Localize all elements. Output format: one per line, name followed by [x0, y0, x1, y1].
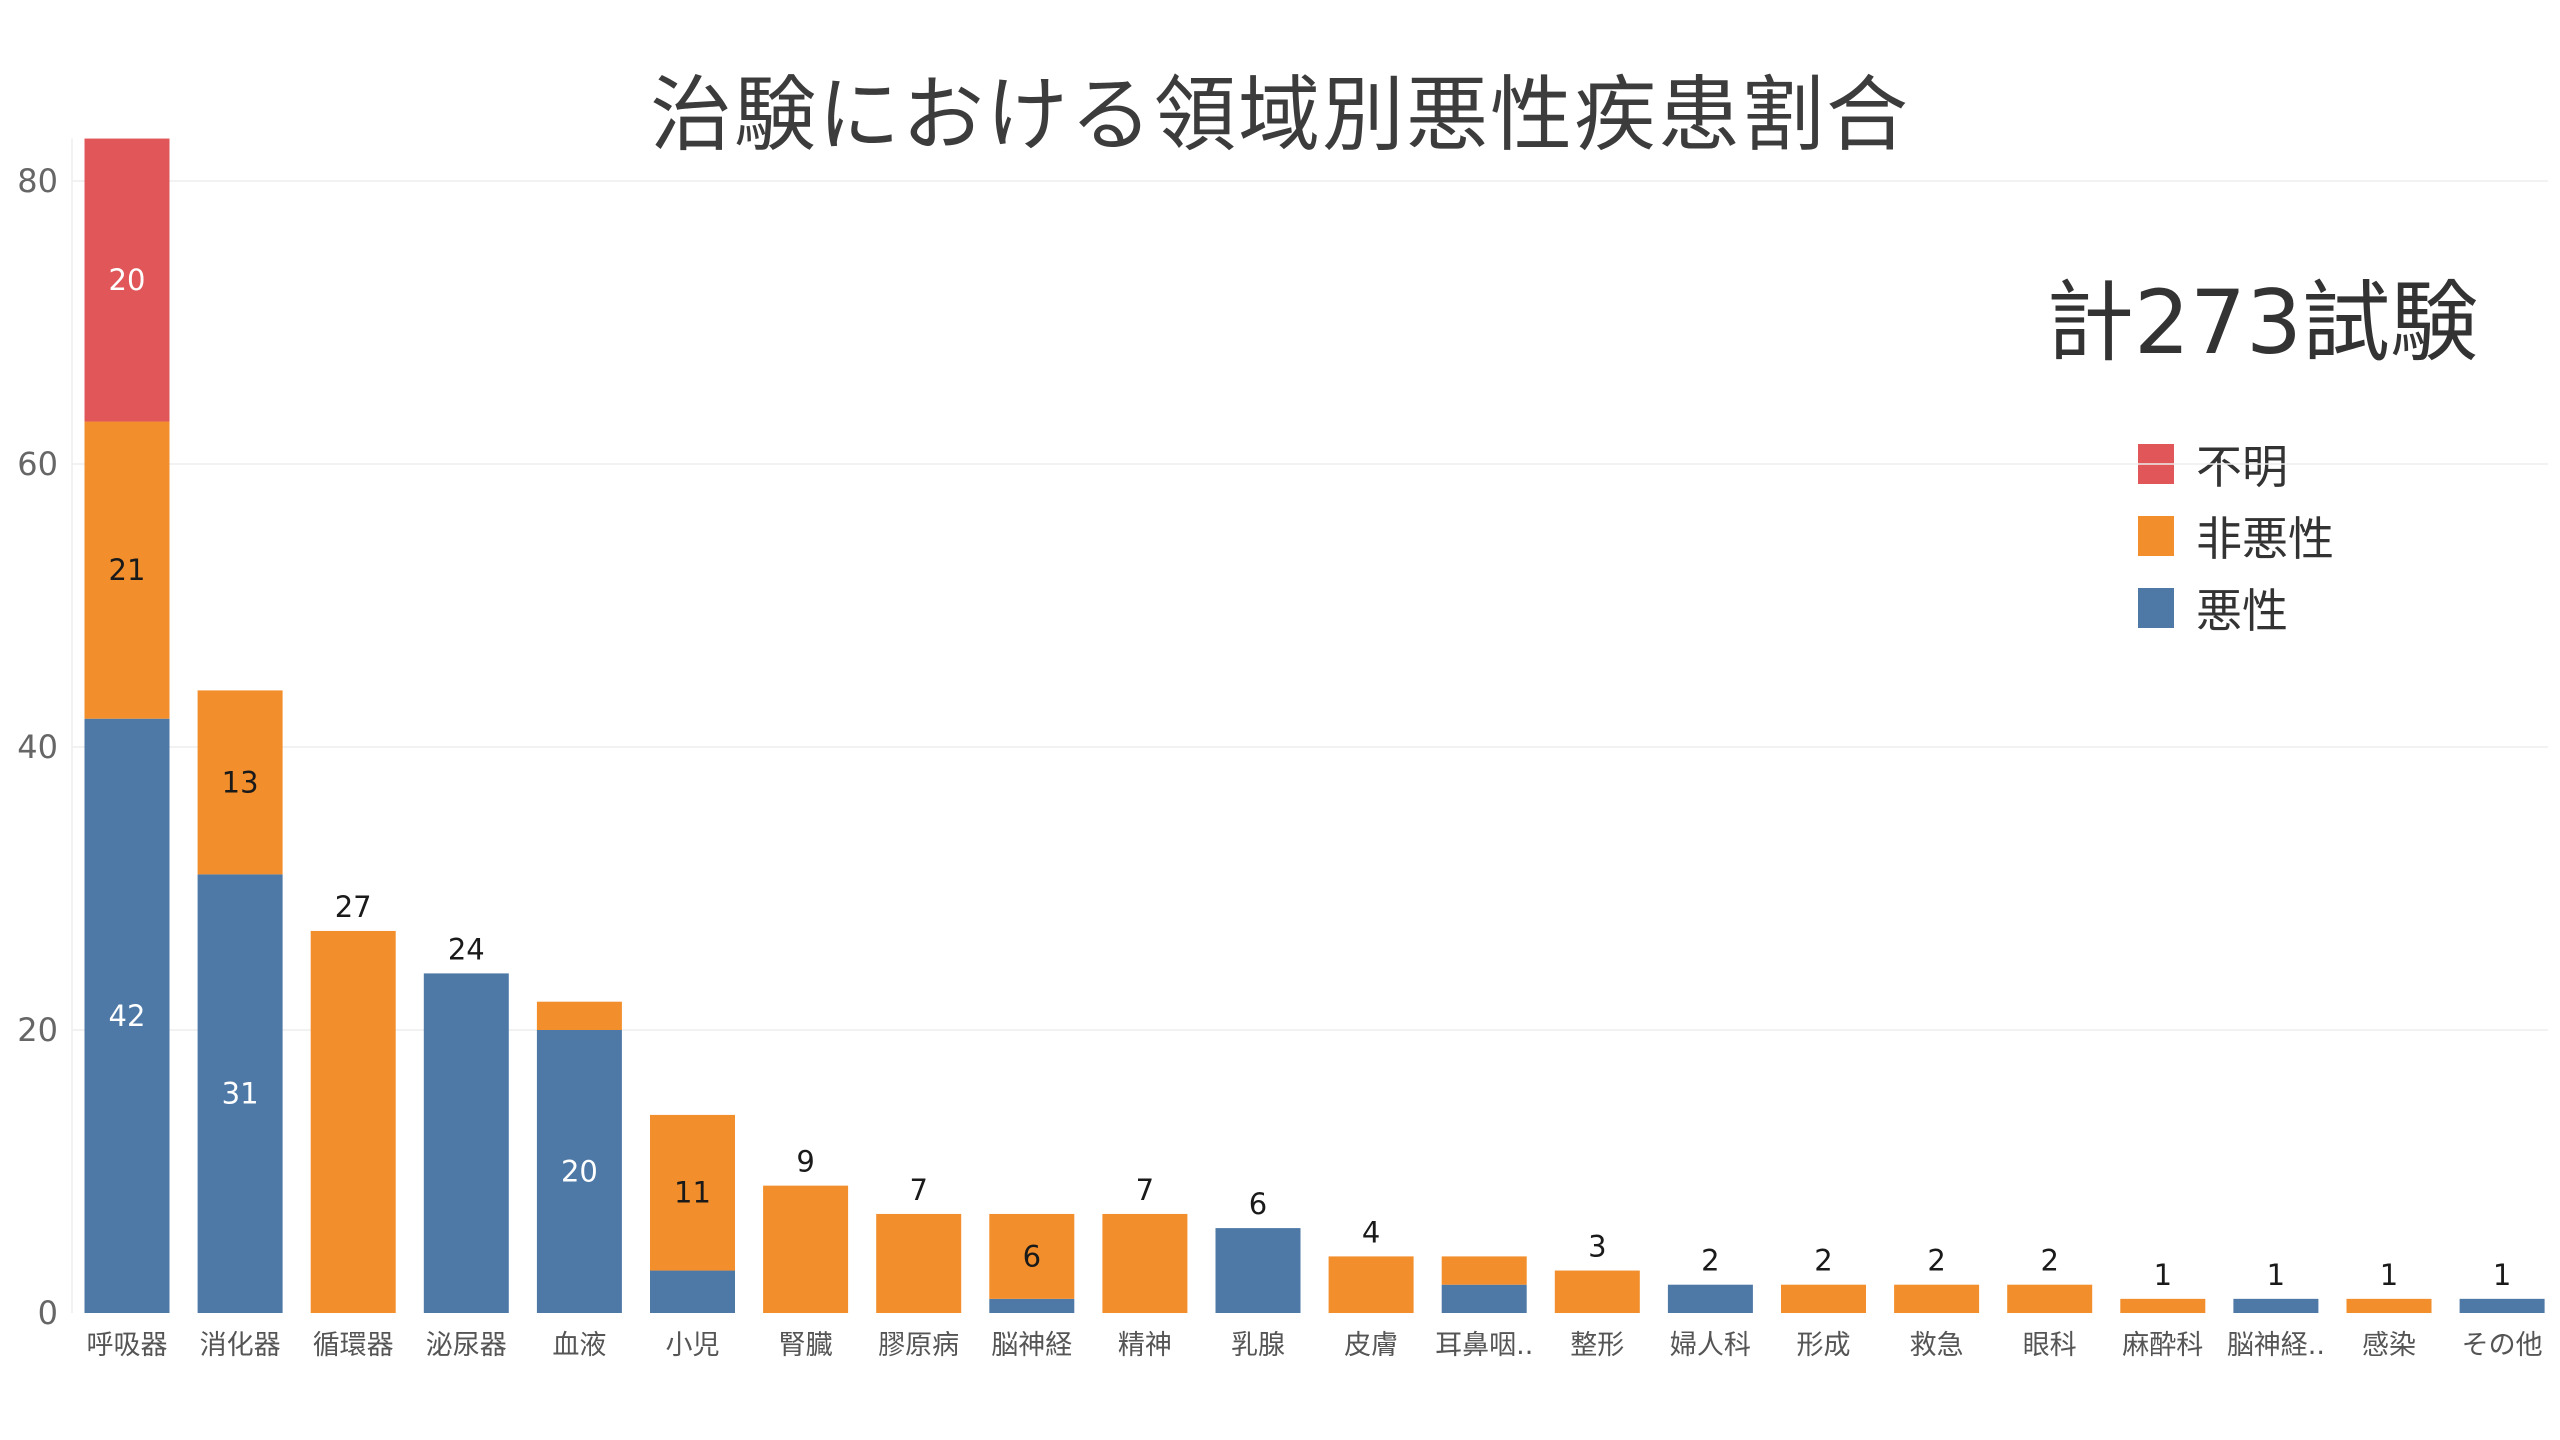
bar-segment: [1215, 1228, 1301, 1313]
data-label: 6: [1249, 1187, 1267, 1221]
data-label: 1: [2154, 1258, 2172, 1292]
x-category-label: 消化器: [200, 1330, 281, 1361]
data-label: 27: [335, 890, 372, 924]
bar-segment: [536, 1030, 622, 1313]
legend-label: 悪性: [2196, 584, 2288, 638]
legend-label: 不明: [2196, 440, 2288, 494]
bar-segment: [876, 1213, 962, 1313]
data-label: 20: [561, 1155, 598, 1189]
x-category-label: 呼吸器: [87, 1330, 168, 1361]
bar-segment: [1667, 1284, 1753, 1313]
data-label: 1: [2267, 1258, 2285, 1292]
legend-swatch: [2138, 516, 2174, 556]
data-label: 20: [109, 263, 146, 297]
bar-segment: [1102, 1213, 1188, 1313]
x-category-label: 泌尿器: [426, 1330, 507, 1361]
x-category-label: 脳神経: [991, 1330, 1072, 1361]
data-label: 13: [222, 765, 259, 799]
x-category-label: 皮膚: [1344, 1330, 1398, 1361]
bar-segment: [197, 874, 283, 1313]
y-tick-label: 80: [17, 162, 58, 200]
bar-segment: [1441, 1256, 1527, 1285]
data-label: 2: [2040, 1244, 2058, 1278]
legend-label: 非悪性: [2196, 512, 2334, 566]
bar-segment: [2233, 1298, 2319, 1313]
legend-item: 不明: [2138, 428, 2498, 500]
x-category-label: 耳鼻咽..: [1435, 1330, 1533, 1361]
data-label: 1: [2380, 1258, 2398, 1292]
x-category-label: 小児: [666, 1330, 720, 1361]
bar-segment: [1441, 1284, 1527, 1313]
x-category-label: 血液: [552, 1330, 606, 1361]
bar-segment: [197, 690, 283, 875]
x-category-label: 乳腺: [1231, 1330, 1285, 1361]
x-category-label: 形成: [1797, 1330, 1851, 1361]
bar-segment: [2459, 1298, 2545, 1313]
chart-title: 治験における領域別悪性疾患割合: [649, 68, 1910, 163]
bar-segment: [650, 1270, 735, 1313]
x-category-label: 脳神経..: [2227, 1330, 2325, 1361]
data-label: 6: [1023, 1239, 1041, 1273]
data-label: 7: [1136, 1173, 1154, 1207]
bar-segment: [423, 973, 509, 1313]
x-category-label: 婦人科: [1670, 1330, 1751, 1361]
data-label: 3: [1588, 1230, 1606, 1264]
data-label: 4: [1362, 1215, 1380, 1249]
x-category-label: 眼科: [2023, 1330, 2077, 1361]
data-label: 7: [909, 1173, 927, 1207]
data-label: 24: [448, 932, 485, 966]
bar-segment: [84, 718, 170, 1313]
bar-segment: [2346, 1298, 2432, 1313]
x-category-label: その他: [2462, 1330, 2543, 1361]
y-tick-label: 60: [17, 445, 58, 483]
x-category-label: 循環器: [313, 1330, 394, 1361]
bar-segment: [989, 1298, 1075, 1313]
x-category-label: 感染: [2362, 1330, 2416, 1361]
x-category-label: 麻酔科: [2122, 1330, 2203, 1361]
y-tick-label: 40: [17, 728, 58, 766]
x-category-label: 整形: [1570, 1330, 1624, 1361]
legend-item: 非悪性: [2138, 500, 2498, 572]
data-label: 11: [674, 1176, 711, 1210]
x-category-label: 膠原病: [878, 1330, 959, 1361]
data-label: 1: [2493, 1258, 2511, 1292]
bar-segment: [650, 1114, 735, 1271]
data-label: 2: [1814, 1244, 1832, 1278]
y-tick-label: 20: [17, 1011, 58, 1049]
bar-segment: [536, 1001, 622, 1030]
bar-segment: [2007, 1284, 2093, 1313]
data-label: 42: [109, 999, 146, 1033]
total-trials-annotation: 計273試験: [2046, 271, 2478, 374]
bar-segment: [1554, 1270, 1640, 1313]
data-label: 31: [222, 1077, 259, 1111]
x-category-label: 腎臓: [779, 1330, 833, 1361]
legend-item: 悪性: [2138, 572, 2498, 644]
data-label: 2: [1927, 1244, 1945, 1278]
bar-segment: [1781, 1284, 1866, 1313]
bar-segment: [2120, 1298, 2206, 1313]
bar-segment: [989, 1213, 1075, 1299]
data-label: 21: [109, 553, 146, 587]
bar-segment: [1894, 1284, 1980, 1313]
data-label: 9: [796, 1145, 814, 1179]
x-category-label: 救急: [1910, 1330, 1964, 1361]
bar-segment: [763, 1185, 849, 1313]
legend-swatch: [2138, 588, 2174, 628]
bar-segment: [310, 930, 396, 1313]
bar-segment: [84, 421, 170, 719]
bar-segment: [1328, 1256, 1414, 1313]
y-tick-label: 0: [38, 1294, 58, 1332]
x-category-label: 精神: [1118, 1330, 1172, 1361]
bar-segment: [84, 138, 170, 422]
data-label: 2: [1701, 1244, 1719, 1278]
